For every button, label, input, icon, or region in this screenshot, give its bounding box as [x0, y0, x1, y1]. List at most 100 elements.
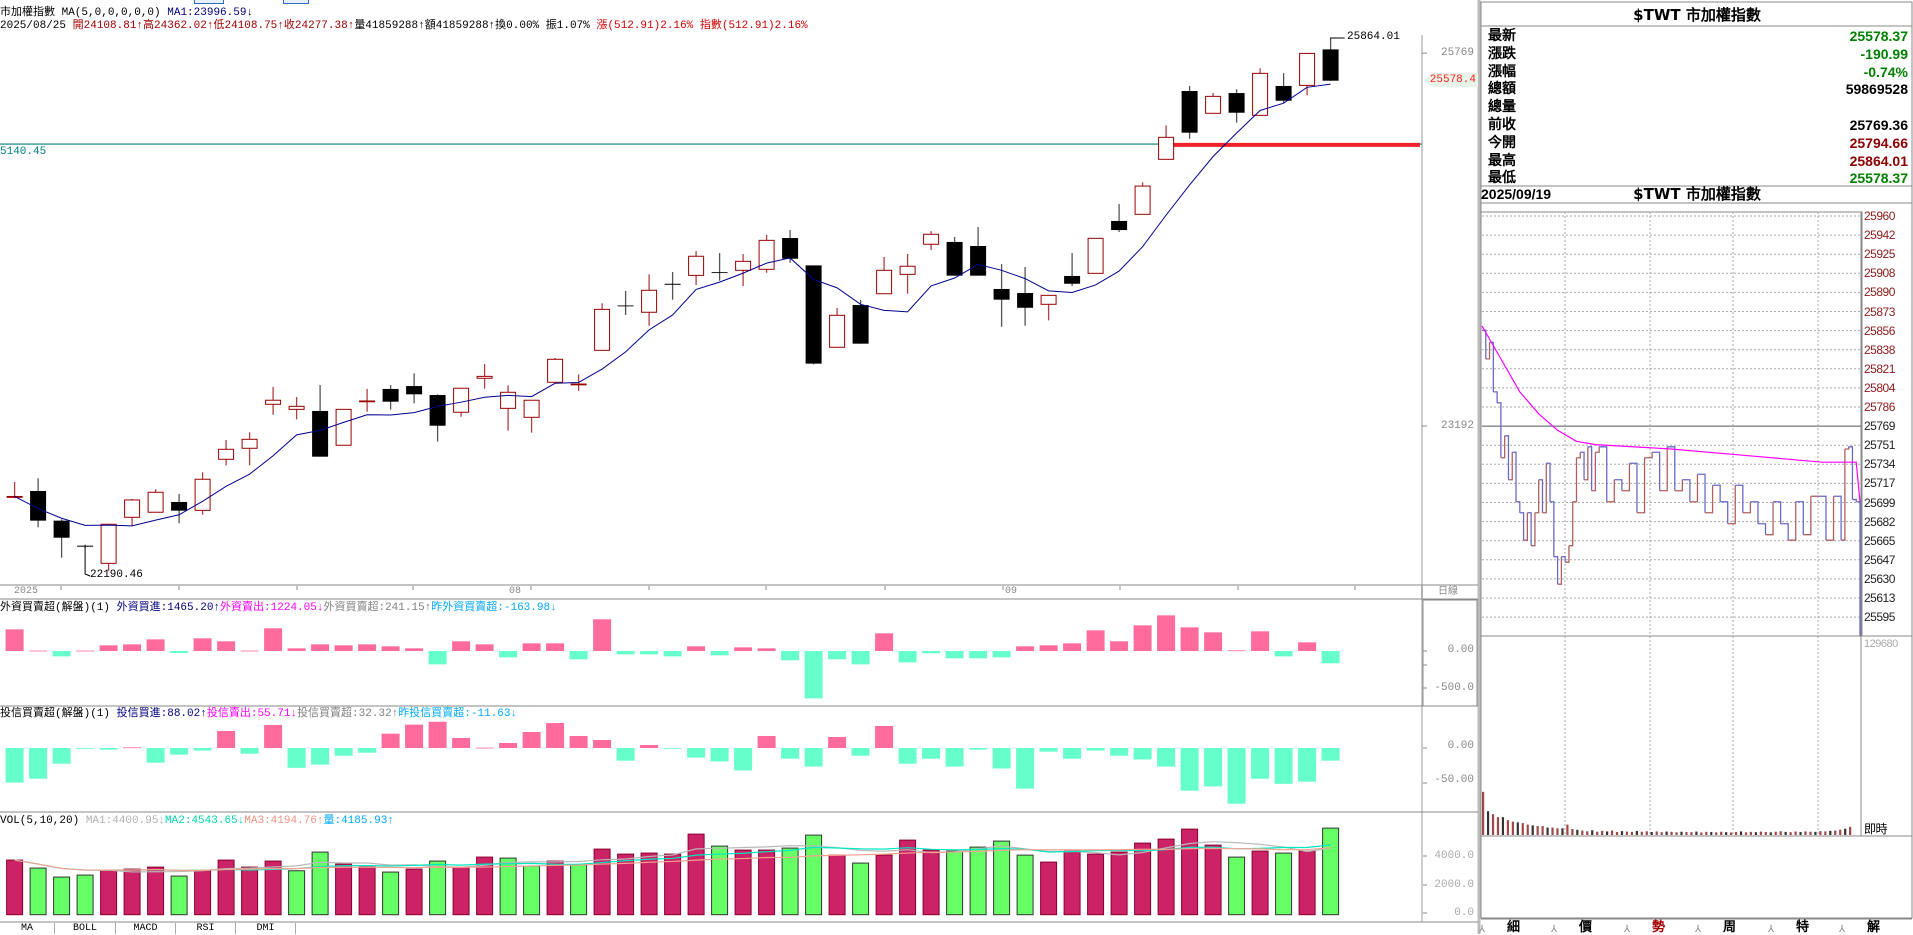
intraday-price-segment — [1742, 501, 1752, 514]
trust-bar-sell — [992, 748, 1011, 769]
intraday-volume-bar — [1844, 828, 1847, 835]
volume-bar-up — [1251, 850, 1269, 916]
tab-rsi[interactable]: RSI — [176, 923, 236, 934]
volume-bar-up — [6, 859, 24, 916]
foreign-prev-net: 昨外資買賣超:-163.98↓ — [431, 602, 557, 614]
candle-body-down — [1228, 93, 1245, 113]
volume-bar-up — [1181, 828, 1199, 916]
tab-boll[interactable]: BOLL — [55, 923, 116, 934]
intraday-volume-bar — [1754, 832, 1757, 835]
foreign-bar-buy — [1063, 643, 1082, 651]
volume-bar-up — [1040, 861, 1058, 916]
quote-label: 前收 — [1488, 117, 1516, 133]
high-price-label: 25864.01 — [1347, 31, 1400, 43]
foreign-bar-buy — [1086, 630, 1105, 651]
intraday-volume-bar — [1849, 826, 1852, 835]
intraday-tab-5[interactable]: 解 — [1867, 920, 1881, 935]
intraday-price-segment — [1844, 446, 1850, 450]
foreign-bar-sell — [428, 651, 447, 665]
trust-bar-buy — [875, 725, 894, 748]
intraday-price-segment — [1697, 473, 1706, 513]
volume-bar-up — [405, 868, 423, 916]
intraday-price-label: 25682 — [1864, 514, 1895, 529]
volume-bar-up — [335, 863, 353, 916]
foreign-bar-buy — [193, 638, 212, 651]
intraday-volume-bar — [1695, 831, 1698, 835]
candle-body-up — [100, 523, 117, 564]
intraday-volume-bar — [1799, 832, 1802, 835]
foreign-bar-buy — [1204, 632, 1223, 651]
foreign-bar-sell — [969, 651, 988, 659]
trust-bar-sell — [193, 748, 212, 751]
foreign-bar-buy — [217, 641, 236, 651]
trust-bar-sell — [1321, 748, 1340, 761]
volume-value: 量41859288↑ — [354, 20, 425, 32]
intraday-volume-bar — [1566, 824, 1569, 835]
low-price-label: 22190.46 — [90, 569, 143, 581]
candle-body-up — [1134, 185, 1151, 215]
intraday-volume-bar — [1690, 832, 1693, 835]
intraday-price-segment — [1803, 496, 1812, 536]
candle-body-up — [124, 499, 141, 518]
intraday-volume-bar — [1700, 832, 1703, 835]
instrument-name: 市加權指數 — [0, 7, 55, 19]
volume-bar-down — [781, 847, 799, 916]
volume-bar-up — [1087, 853, 1105, 916]
trust-bar-sell — [240, 748, 259, 754]
candle-body-down — [993, 288, 1010, 300]
trust-bar-buy — [828, 736, 847, 748]
intraday-volume-bar — [1710, 832, 1713, 835]
toolbar-button[interactable] — [283, 0, 309, 4]
intraday-price-segment — [1512, 451, 1517, 502]
foreign-bar-sell — [499, 651, 518, 658]
tab-ma[interactable]: MA — [0, 923, 55, 934]
toolbar-button[interactable] — [194, 0, 224, 4]
foreign-bar-buy — [5, 629, 24, 651]
close-value: 收24277.38↑ — [283, 20, 355, 32]
intraday-price-segment — [1712, 484, 1721, 502]
intraday-tab-4[interactable]: 特 — [1796, 920, 1810, 935]
foreign-bar-buy — [1110, 641, 1129, 651]
candle-body-up — [923, 233, 940, 245]
x-label-aug: 08 — [509, 586, 522, 597]
intraday-tab-2[interactable]: 勢 — [1652, 920, 1666, 935]
trust-prev-net: 昨投信買賣超:-11.63↓ — [398, 708, 518, 720]
foreign-bar-sell — [1321, 651, 1340, 664]
volume-bar-down — [1275, 852, 1293, 916]
quote-value: 25794.66 — [1849, 134, 1908, 151]
quote-label: 漲幅 — [1488, 63, 1516, 80]
tab-dmi[interactable]: DMI — [236, 923, 296, 934]
intraday-volume-bar — [1725, 832, 1728, 835]
intraday-tab-1[interactable]: 價 — [1579, 920, 1593, 935]
quote-row-2: 漲幅 -0.74% — [1488, 63, 1908, 81]
intraday-tab-0[interactable]: 細 — [1507, 920, 1521, 935]
trust-bar-sell — [76, 748, 95, 749]
volume-bar-down — [993, 840, 1011, 916]
intraday-price-segment — [1735, 484, 1744, 513]
period-label[interactable]: 日線 — [1438, 587, 1458, 598]
trust-bar-sell — [1063, 748, 1082, 759]
tab-macd[interactable]: MACD — [116, 923, 176, 934]
realtime-label[interactable]: 即時 — [1864, 822, 1888, 836]
trust-bar-sell — [311, 748, 330, 765]
intraday-volume-bar — [1834, 830, 1837, 835]
intraday-price-segment — [1591, 452, 1597, 492]
volume-bar-up — [875, 854, 893, 916]
trust-net: 投信買賣超:32.32↑ — [297, 708, 399, 720]
trust-bar-buy — [522, 732, 541, 748]
vol-ma3: MA3:4194.76↑ — [244, 815, 324, 827]
tab-separator-icon: ⅄ — [1694, 924, 1702, 934]
foreign-axis-box — [1422, 599, 1478, 707]
volume-bar-down — [946, 850, 964, 916]
intraday-price-segment — [1527, 512, 1532, 546]
low-value: 低24108.75↑ — [213, 20, 284, 32]
foreign-bar-sell — [828, 651, 847, 660]
last-price-tag — [1424, 73, 1478, 87]
intraday-volume-bar — [1556, 828, 1559, 835]
volume-bar-up — [241, 866, 259, 916]
intraday-price-segment — [1561, 556, 1566, 563]
intraday-tab-3[interactable]: 周 — [1723, 920, 1737, 935]
volume-bar-up — [664, 853, 682, 916]
intraday-price-segment — [1523, 512, 1529, 541]
